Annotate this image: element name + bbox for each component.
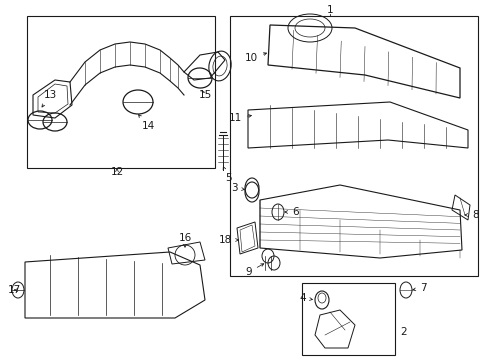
Bar xyxy=(302,283,394,355)
Text: 17: 17 xyxy=(8,285,21,295)
Text: 13: 13 xyxy=(42,90,57,107)
Text: 10: 10 xyxy=(244,53,266,63)
Text: 9: 9 xyxy=(245,264,263,277)
Text: 8: 8 xyxy=(464,210,478,220)
Text: 12: 12 xyxy=(110,167,123,177)
Text: 1: 1 xyxy=(326,5,333,15)
Text: 14: 14 xyxy=(138,114,154,131)
Text: 18: 18 xyxy=(218,235,238,245)
Bar xyxy=(27,16,215,168)
Bar xyxy=(229,16,477,276)
Text: 16: 16 xyxy=(178,233,191,247)
Text: 15: 15 xyxy=(198,90,211,100)
Text: 4: 4 xyxy=(299,293,312,303)
Text: 2: 2 xyxy=(399,327,406,337)
Text: 11: 11 xyxy=(228,113,251,123)
Text: 7: 7 xyxy=(412,283,426,293)
Text: 3: 3 xyxy=(231,183,244,193)
Text: 6: 6 xyxy=(285,207,298,217)
Text: 5: 5 xyxy=(223,167,231,183)
